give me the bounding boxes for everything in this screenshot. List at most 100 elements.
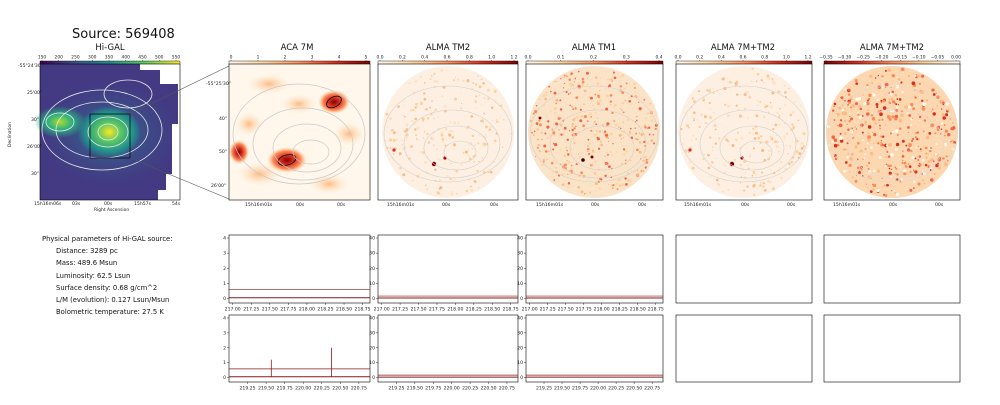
noise-speckle xyxy=(415,138,418,140)
noise-speckle xyxy=(423,97,427,101)
noise-speckle xyxy=(867,138,871,142)
noise-speckle xyxy=(750,80,753,83)
noise-speckle xyxy=(947,132,951,137)
noise-speckle xyxy=(484,125,488,129)
higal-xlabel: Right Ascension xyxy=(94,208,130,213)
noise-speckle xyxy=(899,127,902,130)
noise-speckle xyxy=(472,81,475,85)
noise-speckle xyxy=(542,158,546,162)
noise-speckle xyxy=(892,130,895,134)
noise-speckle xyxy=(778,150,780,153)
colorbar-tick-label: 0.2 xyxy=(399,55,406,61)
noise-speckle xyxy=(555,152,557,154)
spectrum-xtick-label: 219.75 xyxy=(277,386,293,392)
noise-speckle xyxy=(884,124,887,126)
tm2-ra-tick-1: 00s xyxy=(442,203,451,208)
noise-speckle xyxy=(783,84,786,87)
noise-speckle xyxy=(643,140,646,144)
noise-speckle xyxy=(888,101,891,104)
noise-speckle xyxy=(418,173,421,175)
noise-speckle xyxy=(943,124,946,126)
noise-speckle xyxy=(559,117,562,119)
noise-speckle xyxy=(589,86,591,89)
noise-speckle xyxy=(784,91,787,94)
noise-speckle xyxy=(489,125,493,129)
noise-speckle xyxy=(435,108,438,111)
noise-speckle xyxy=(708,136,712,139)
noise-speckle xyxy=(839,139,844,143)
noise-speckle xyxy=(712,146,714,148)
noise-speckle xyxy=(893,190,895,192)
noise-speckle xyxy=(857,113,860,116)
noise-speckle xyxy=(484,134,486,136)
noise-speckle xyxy=(465,128,467,130)
noise-speckle xyxy=(906,148,911,152)
noise-speckle xyxy=(800,105,803,107)
noise-speckle xyxy=(465,189,469,193)
noise-speckle xyxy=(895,192,900,197)
noise-speckle xyxy=(544,97,547,101)
noise-speckle xyxy=(481,119,484,122)
noise-speckle xyxy=(593,107,596,111)
noise-speckle xyxy=(835,114,838,117)
noise-speckle xyxy=(685,124,690,128)
noise-speckle xyxy=(451,135,455,139)
spectrum-ytick-label: 4 xyxy=(223,316,226,322)
noise-speckle xyxy=(454,179,456,181)
noise-speckle xyxy=(923,182,926,185)
noise-speckle xyxy=(441,139,445,143)
source-title: Source: 569408 xyxy=(72,27,175,42)
noise-speckle xyxy=(914,89,916,91)
noise-speckle xyxy=(875,102,879,106)
noise-speckle xyxy=(757,104,759,106)
noise-speckle xyxy=(621,73,625,77)
spectrum-ytick-label: 20 xyxy=(517,345,523,351)
noise-speckle xyxy=(426,188,429,191)
colorbar-tick-label: 0.2 xyxy=(590,55,597,61)
noise-speckle xyxy=(414,81,416,83)
noise-speckle xyxy=(800,146,804,150)
noise-speckle xyxy=(495,119,498,121)
noise-speckle xyxy=(833,138,838,143)
noise-speckle xyxy=(500,114,502,116)
noise-speckle xyxy=(872,169,876,173)
noise-speckle xyxy=(625,82,628,85)
noise-speckle xyxy=(410,145,413,149)
spectrum-xtick-label: 220.25 xyxy=(608,386,624,392)
noise-speckle xyxy=(604,87,607,90)
noise-speckle xyxy=(878,131,880,133)
noise-speckle xyxy=(443,105,447,108)
noise-speckle xyxy=(704,122,707,125)
noise-speckle xyxy=(752,170,756,174)
noise-speckle xyxy=(689,161,691,164)
colorbar-tick-label: 0.00 xyxy=(951,55,961,61)
noise-speckle xyxy=(752,127,755,131)
noise-speckle xyxy=(944,104,946,106)
noise-speckle xyxy=(557,174,560,177)
colorbar-tick-label: 550 xyxy=(172,55,181,61)
noise-speckle xyxy=(441,168,443,171)
noise-speckle xyxy=(688,151,690,153)
noise-speckle xyxy=(934,153,938,156)
noise-speckle xyxy=(595,96,597,99)
noise-speckle xyxy=(777,141,779,143)
noise-speckle xyxy=(879,112,883,117)
noise-speckle xyxy=(922,159,925,162)
noise-speckle xyxy=(636,148,639,152)
noise-speckle xyxy=(761,148,765,153)
noise-speckle xyxy=(783,135,786,138)
panel-title-alma-7m-tm2: ALMA 7M+TM2 xyxy=(710,43,776,53)
spectrum-xtick-label: 220.25 xyxy=(314,386,330,392)
higal-dec-tick-1: 25'00" xyxy=(27,91,43,96)
noise-speckle xyxy=(943,142,948,147)
noise-speckle xyxy=(752,147,756,150)
spectrum-ytick-label: 30 xyxy=(369,330,375,336)
higal-dec-tick-3: 26'00" xyxy=(27,145,43,150)
noise-speckle xyxy=(426,132,429,136)
combo-ra-tick-1: 00s xyxy=(741,203,750,208)
noise-speckle xyxy=(910,150,913,153)
spectrum-ytick-label: 3 xyxy=(223,251,226,257)
noise-speckle xyxy=(833,143,838,148)
noise-speckle xyxy=(892,144,894,146)
noise-speckle xyxy=(871,81,874,85)
